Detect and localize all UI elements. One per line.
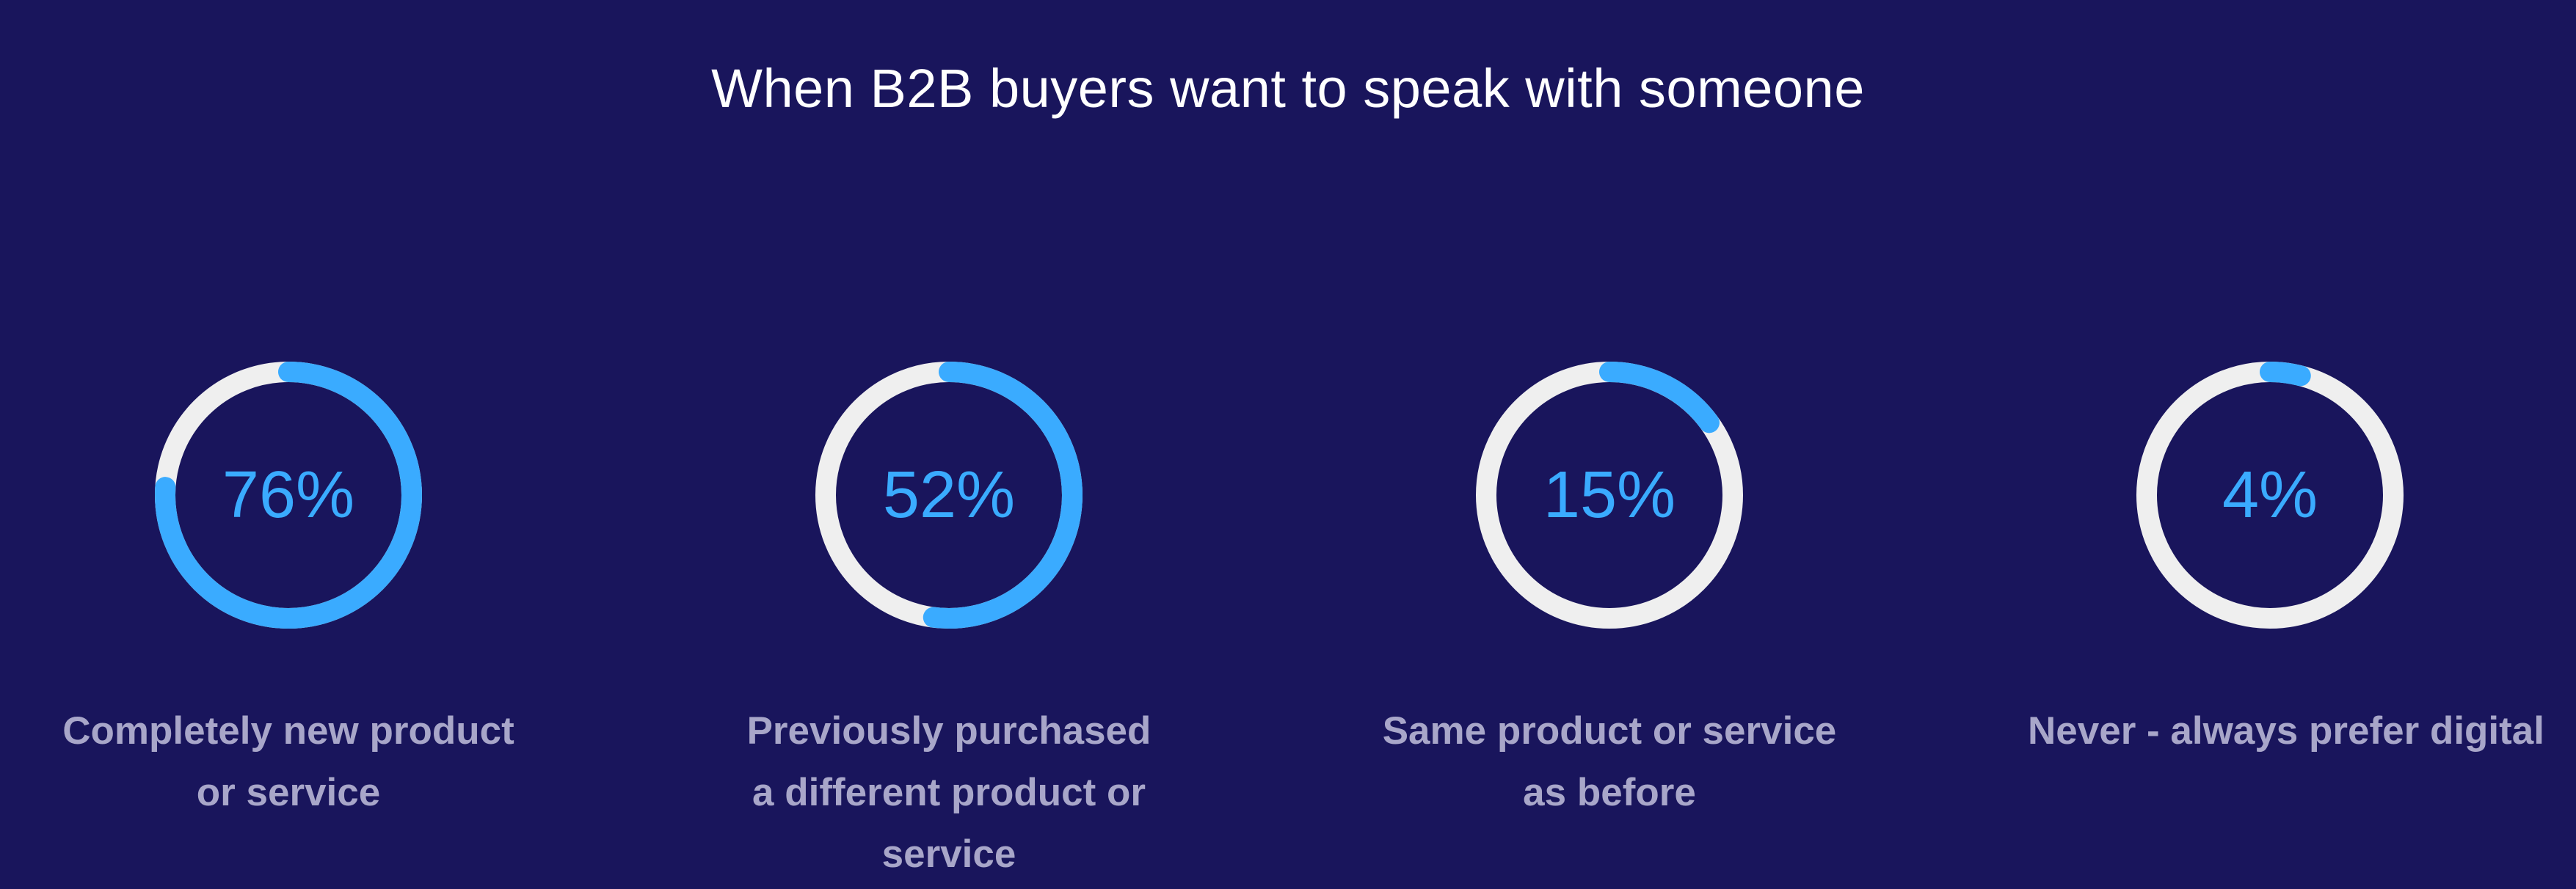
gauge-value-label: 76% — [222, 458, 355, 532]
gauge-category-label: Never - always prefer digital — [2028, 709, 2545, 753]
gauge-category-label: Previously purchased a different product… — [746, 709, 1151, 876]
gauge-value-label: 52% — [882, 458, 1016, 532]
gauge-ring — [809, 356, 1088, 634]
chart-title: When B2B buyers want to speak with someo… — [711, 58, 1865, 119]
gauge-ring — [149, 356, 428, 634]
gauge-ring — [1470, 356, 1749, 634]
gauge-progress-arc — [155, 362, 422, 629]
gauge-value-label: 4% — [2222, 458, 2318, 532]
gauge-category-label: Same product or service as before — [1382, 709, 1837, 814]
gauge-value-label: 15% — [1543, 458, 1676, 532]
gauge-progress-arc — [815, 362, 1083, 629]
gauge-category-label: Completely new product or service — [62, 709, 514, 814]
gauge-ring — [2131, 356, 2409, 634]
gauge-progress-arc — [1476, 362, 1743, 629]
gauge-progress-arc — [2136, 362, 2404, 629]
